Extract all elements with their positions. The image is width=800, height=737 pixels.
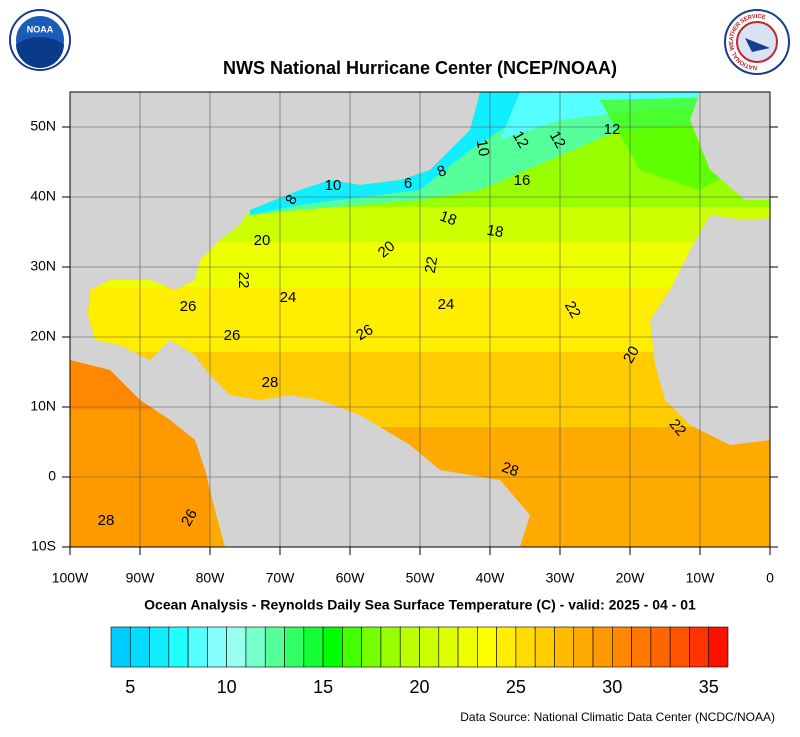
colorbar-label: 20	[409, 677, 429, 697]
noaa-logo: NOAA	[9, 9, 71, 71]
contour-label: 26	[353, 321, 376, 344]
contour-label: 24	[280, 289, 297, 306]
colorbar-cell	[342, 626, 362, 668]
colorbar-label: 30	[602, 677, 622, 697]
colorbar-label: 15	[313, 677, 333, 697]
contour-label: 12	[509, 128, 532, 151]
y-tick-label: 10S	[31, 538, 56, 554]
x-tick-label: 50W	[406, 570, 436, 586]
colorbar-cell	[669, 626, 690, 668]
colorbar-cell	[264, 626, 285, 668]
colorbar-label: 25	[506, 677, 526, 697]
contour-label: 26	[224, 327, 241, 344]
noaa-text: NOAA	[27, 24, 54, 34]
colorbar-cell	[573, 626, 594, 668]
colorbar-cell	[496, 626, 517, 668]
caption: Ocean Analysis - Reynolds Daily Sea Surf…	[144, 597, 696, 613]
contour-label: 26	[178, 506, 201, 529]
contour-label: 6	[404, 175, 412, 192]
x-tick-label: 90W	[126, 570, 156, 586]
contour-label: 22	[561, 298, 584, 321]
colorbar-label: 10	[217, 677, 237, 697]
colorbar-cell	[129, 626, 150, 668]
x-tick-label: 20W	[616, 570, 646, 586]
colorbar-cell	[149, 626, 170, 668]
colorbar-cell	[399, 626, 420, 668]
colorbar-cell	[534, 626, 555, 668]
colorbar-cell	[207, 626, 227, 668]
colorbar-cell	[554, 626, 575, 668]
colorbar-cell	[419, 626, 440, 668]
contour-label: 16	[514, 172, 531, 189]
x-tick-label: 40W	[476, 570, 506, 586]
contour-label: 10	[325, 177, 342, 194]
colorbar-cell	[380, 626, 401, 668]
colorbar-cell	[708, 626, 729, 668]
y-tick-label: 20N	[30, 328, 56, 344]
colorbar-cell	[284, 626, 305, 668]
x-tick-label: 0	[766, 570, 774, 586]
x-tick-label: 80W	[196, 570, 226, 586]
x-tick-label: 10W	[686, 570, 716, 586]
colorbar-cell	[110, 626, 131, 668]
colorbar-cell	[361, 626, 382, 668]
colorbar-cell	[477, 626, 497, 668]
graticule: 100W 90W 80W 70W 60W 50W 40W 30W 20W 10W 0 50N 40N 30…	[30, 92, 778, 586]
contour-label: 18	[437, 208, 458, 230]
colorbar-cell	[689, 626, 710, 668]
y-tick-label: 50N	[30, 118, 56, 134]
colorbar-cell	[303, 626, 324, 668]
colorbar-cell	[168, 626, 189, 668]
y-tick-label: 30N	[30, 258, 56, 274]
contour-label: 22	[422, 255, 442, 274]
nws-logo: NATIONAL WEATHER SERVICE	[724, 9, 790, 75]
contour-label: 20	[620, 343, 643, 366]
contour-label: 24	[438, 296, 455, 313]
map-frame	[69, 91, 771, 548]
colorbar-cell	[592, 626, 613, 668]
colorbar-cell	[187, 626, 208, 668]
x-tick-label: 70W	[266, 570, 296, 586]
colorbar-label: 5	[125, 677, 135, 697]
title: NWS National Hurricane Center (NCEP/NOAA…	[223, 58, 617, 78]
contour-label: 10	[473, 138, 493, 157]
contour-label: 28	[262, 374, 279, 391]
y-tick-label: 40N	[30, 188, 56, 204]
contour-label: 28	[499, 459, 520, 481]
contour-label: 22	[235, 272, 252, 289]
colorbar: 5 10 15 20 25 30 35	[110, 626, 729, 697]
contour-label: 28	[98, 512, 115, 529]
colorbar-cell	[650, 626, 671, 668]
x-tick-label: 100W	[52, 570, 89, 586]
contour-label: 26	[180, 298, 197, 315]
contour-label: 20	[254, 232, 271, 249]
contour-label: 12	[546, 128, 569, 151]
colorbar-cell	[226, 626, 247, 668]
colorbar-label: 35	[699, 677, 719, 697]
footer: Data Source: National Climatic Data Cent…	[460, 710, 775, 724]
colorbar-cell	[322, 626, 343, 668]
colorbar-cell	[457, 626, 478, 668]
y-tick-label: 10N	[30, 398, 56, 414]
colorbar-cell	[245, 626, 266, 668]
x-tick-label: 60W	[336, 570, 366, 586]
contour-label: 12	[604, 121, 621, 138]
colorbar-cell	[515, 626, 536, 668]
x-tick-label: 30W	[546, 570, 576, 586]
contour-label: 18	[485, 222, 504, 242]
colorbar-cell	[438, 626, 459, 668]
colorbar-cell	[612, 626, 632, 668]
colorbar-cell	[631, 626, 652, 668]
y-tick-label: 0	[48, 468, 56, 484]
